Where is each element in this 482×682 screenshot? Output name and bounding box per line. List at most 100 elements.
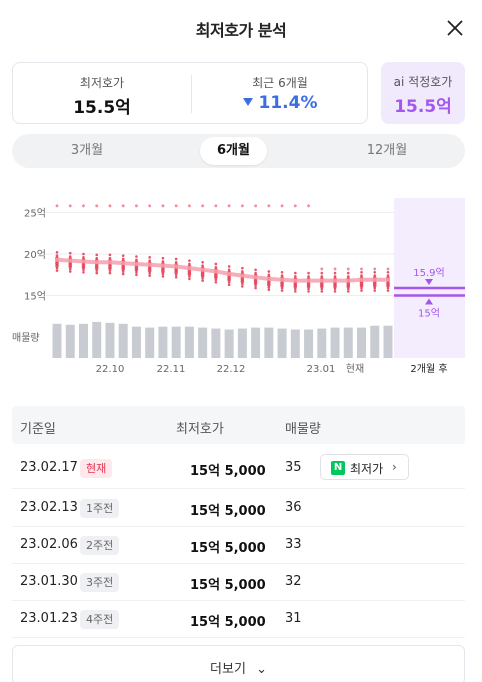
- price-dot: [135, 258, 138, 262]
- page-title: 최저호가 분석: [195, 21, 287, 40]
- price-dot: [307, 275, 310, 278]
- price-dot: [134, 267, 139, 272]
- price-dot: [148, 271, 151, 275]
- price-dot: [227, 265, 231, 268]
- volume-bar: [357, 327, 367, 358]
- row-count: 35: [285, 460, 302, 475]
- price-dot: [346, 290, 350, 293]
- price-dot: [68, 262, 73, 266]
- price-dot: [241, 266, 244, 270]
- price-dot: [373, 270, 377, 274]
- price-dot: [333, 282, 337, 286]
- price-dot: [201, 276, 204, 280]
- row-count: 36: [285, 500, 302, 515]
- table-row: 23.02.13 1주전 15억 5,000 36: [12, 490, 465, 527]
- price-dot: [386, 286, 390, 290]
- price-dot: [134, 265, 139, 270]
- price-dot: [267, 288, 271, 292]
- close-icon[interactable]: [444, 17, 466, 39]
- outlier-dot: [135, 204, 138, 208]
- price-dot: [333, 290, 337, 293]
- lowest-price-link-button[interactable]: N 최저가 ›: [320, 454, 409, 480]
- price-dot: [227, 277, 231, 282]
- price-dot: [187, 269, 192, 274]
- price-dot: [148, 259, 151, 262]
- volume-bar: [105, 322, 115, 358]
- price-dot: [121, 267, 125, 271]
- price-dot: [121, 257, 125, 261]
- status-badge: 1주전: [80, 499, 120, 518]
- outlier-dot: [240, 204, 244, 208]
- price-dot: [147, 266, 152, 270]
- price-dot: [161, 267, 165, 271]
- chart-grid: [46, 211, 394, 297]
- price-dot: [82, 270, 85, 274]
- volume-bar: [383, 325, 393, 358]
- price-dot: [82, 252, 85, 256]
- row-date: 23.02.13: [20, 500, 78, 515]
- volume-bar: [264, 327, 274, 358]
- row-price: 15억 5,000: [190, 464, 266, 479]
- price-dot: [188, 259, 191, 262]
- row-price: 15억 5,000: [190, 615, 266, 630]
- price-dot: [294, 271, 297, 275]
- price-dot: [333, 287, 337, 291]
- tab-6-months[interactable]: 6개월: [200, 137, 267, 165]
- price-dot: [108, 263, 112, 268]
- price-dot: [267, 285, 271, 289]
- price-dot: [346, 284, 351, 289]
- price-dot: [280, 286, 284, 290]
- table-row: 23.01.23 4주전 15억 5,000 31: [12, 601, 465, 638]
- volume-bar: [158, 326, 168, 358]
- price-dot: [94, 266, 99, 270]
- tab-3-months[interactable]: 3개월: [70, 143, 104, 158]
- recent-change-summary: 최근 6개월 11.4%: [191, 63, 369, 125]
- price-dot: [161, 272, 165, 276]
- price-dot: [386, 270, 390, 274]
- outlier-dot: [82, 204, 85, 208]
- price-dot: [293, 284, 298, 289]
- price-dot: [95, 253, 99, 257]
- lowest-price-value: 15.5억: [73, 98, 131, 118]
- lowest-price-label: 최저호가: [79, 76, 125, 90]
- row-date: 23.01.30: [20, 574, 78, 589]
- price-dot: [359, 281, 364, 285]
- outlier-dot: [188, 204, 191, 208]
- outlier-dot: [95, 204, 99, 208]
- price-dot: [373, 274, 377, 277]
- price-dot: [55, 254, 59, 257]
- tab-12-months[interactable]: 12개월: [366, 143, 408, 158]
- price-dot: [148, 274, 151, 277]
- price-dot: [267, 270, 271, 273]
- row-date: 23.02.17: [20, 460, 78, 475]
- volume-bar: [145, 327, 155, 358]
- status-badge: 현재: [80, 459, 113, 478]
- price-dot: [372, 283, 377, 288]
- price-dot: [307, 290, 310, 293]
- row-price: 15억 5,000: [190, 541, 266, 556]
- price-dot: [108, 253, 112, 257]
- outlier-dot: [227, 204, 231, 208]
- price-dot: [241, 270, 244, 273]
- price-dot: [135, 255, 138, 258]
- price-dot: [267, 282, 271, 287]
- price-dot: [174, 261, 178, 264]
- price-dot: [201, 279, 204, 282]
- more-button[interactable]: 더보기 ⌄: [12, 645, 465, 682]
- price-dot: [320, 271, 324, 275]
- price-dot: [307, 287, 310, 291]
- status-badge: 4주전: [80, 610, 120, 629]
- price-dot: [360, 270, 363, 274]
- price-dot: [82, 256, 85, 259]
- price-dot: [333, 275, 337, 278]
- table-header: 기준일 최저호가 매물량: [12, 406, 465, 444]
- price-dot: [253, 278, 258, 283]
- ai-price-label: ai 적정호가: [393, 75, 453, 89]
- forecast-lower-marker: [425, 298, 433, 305]
- volume-bar: [198, 327, 208, 358]
- ai-price-card: ai 적정호가 15.5억: [381, 62, 465, 124]
- modal-header: 최저호가 분석: [0, 0, 482, 60]
- volume-bars: [52, 321, 393, 358]
- price-dot: [320, 284, 324, 289]
- price-dot: [161, 260, 165, 263]
